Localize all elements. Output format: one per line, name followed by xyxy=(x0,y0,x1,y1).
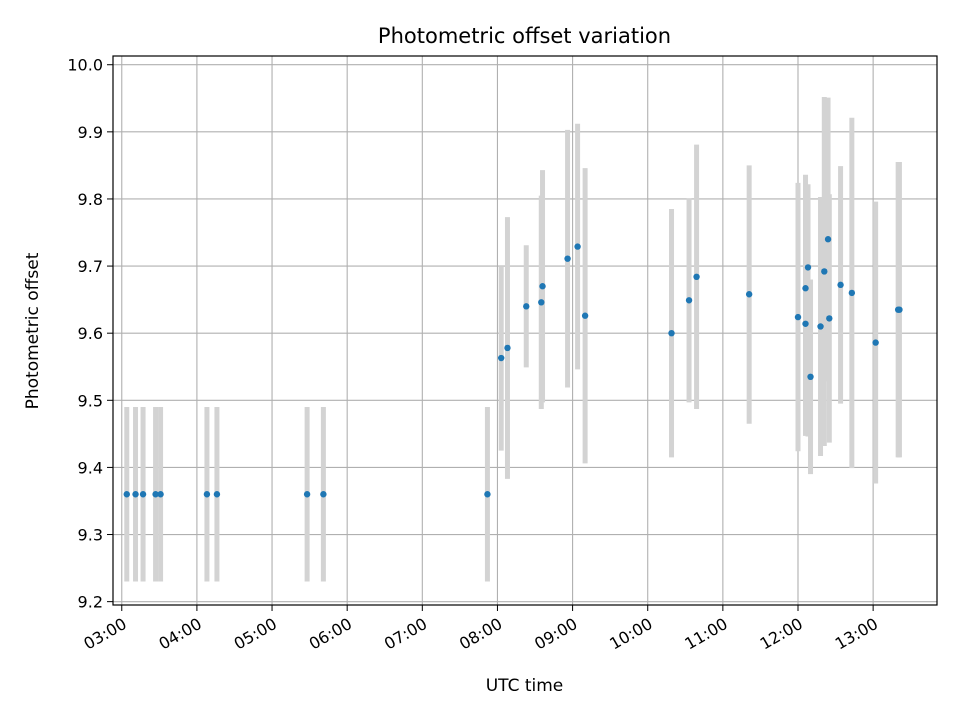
data-point xyxy=(564,255,571,262)
data-point xyxy=(157,491,164,498)
data-point xyxy=(745,291,753,298)
data-point xyxy=(807,373,814,381)
y-tick-label: 9.2 xyxy=(78,593,103,612)
y-tick-label: 9.9 xyxy=(78,123,103,142)
data-point xyxy=(123,491,130,498)
data-point xyxy=(824,236,832,243)
data-point xyxy=(821,268,828,275)
data-point xyxy=(132,491,139,498)
data-point xyxy=(668,329,675,337)
y-axis-ticks: 9.2 9.3 9.4 9.5 9.6 9.7 9.8 9.9 10.0 xyxy=(67,56,113,612)
y-tick-label: 9.7 xyxy=(78,257,103,276)
x-axis-title: UTC time xyxy=(486,676,564,696)
y-tick-label: 9.3 xyxy=(78,526,103,545)
data-point xyxy=(802,320,809,327)
data-point xyxy=(203,491,211,498)
y-tick-label: 10.0 xyxy=(67,56,103,75)
data-point xyxy=(848,289,856,297)
y-tick-label: 9.4 xyxy=(78,458,103,477)
data-point xyxy=(837,281,844,289)
data-point xyxy=(484,491,491,498)
data-point xyxy=(685,297,693,304)
data-point xyxy=(693,273,700,281)
data-point xyxy=(303,491,311,498)
data-point xyxy=(320,491,327,498)
data-point xyxy=(213,491,221,498)
y-tick-label: 9.5 xyxy=(78,391,103,410)
data-point xyxy=(498,354,505,362)
y-tick-label: 9.6 xyxy=(78,324,103,343)
chart-title: Photometric offset variation xyxy=(378,24,671,48)
data-point xyxy=(581,312,589,319)
data-point xyxy=(539,283,546,290)
data-point xyxy=(826,315,833,322)
data-point xyxy=(872,339,879,346)
plot-frame xyxy=(112,55,938,606)
data-point xyxy=(794,313,802,321)
data-point xyxy=(896,306,903,313)
data-point xyxy=(538,299,545,306)
data-point xyxy=(804,264,812,271)
data-point xyxy=(152,491,159,498)
y-tick-label: 9.8 xyxy=(78,190,103,209)
data-point xyxy=(802,285,809,292)
data-point xyxy=(817,323,824,330)
data-point xyxy=(139,491,147,498)
data-point xyxy=(504,344,511,352)
data-point xyxy=(574,243,581,250)
data-points xyxy=(123,236,903,498)
y-axis-title: Photometric offset xyxy=(23,252,43,409)
data-point xyxy=(523,303,530,310)
